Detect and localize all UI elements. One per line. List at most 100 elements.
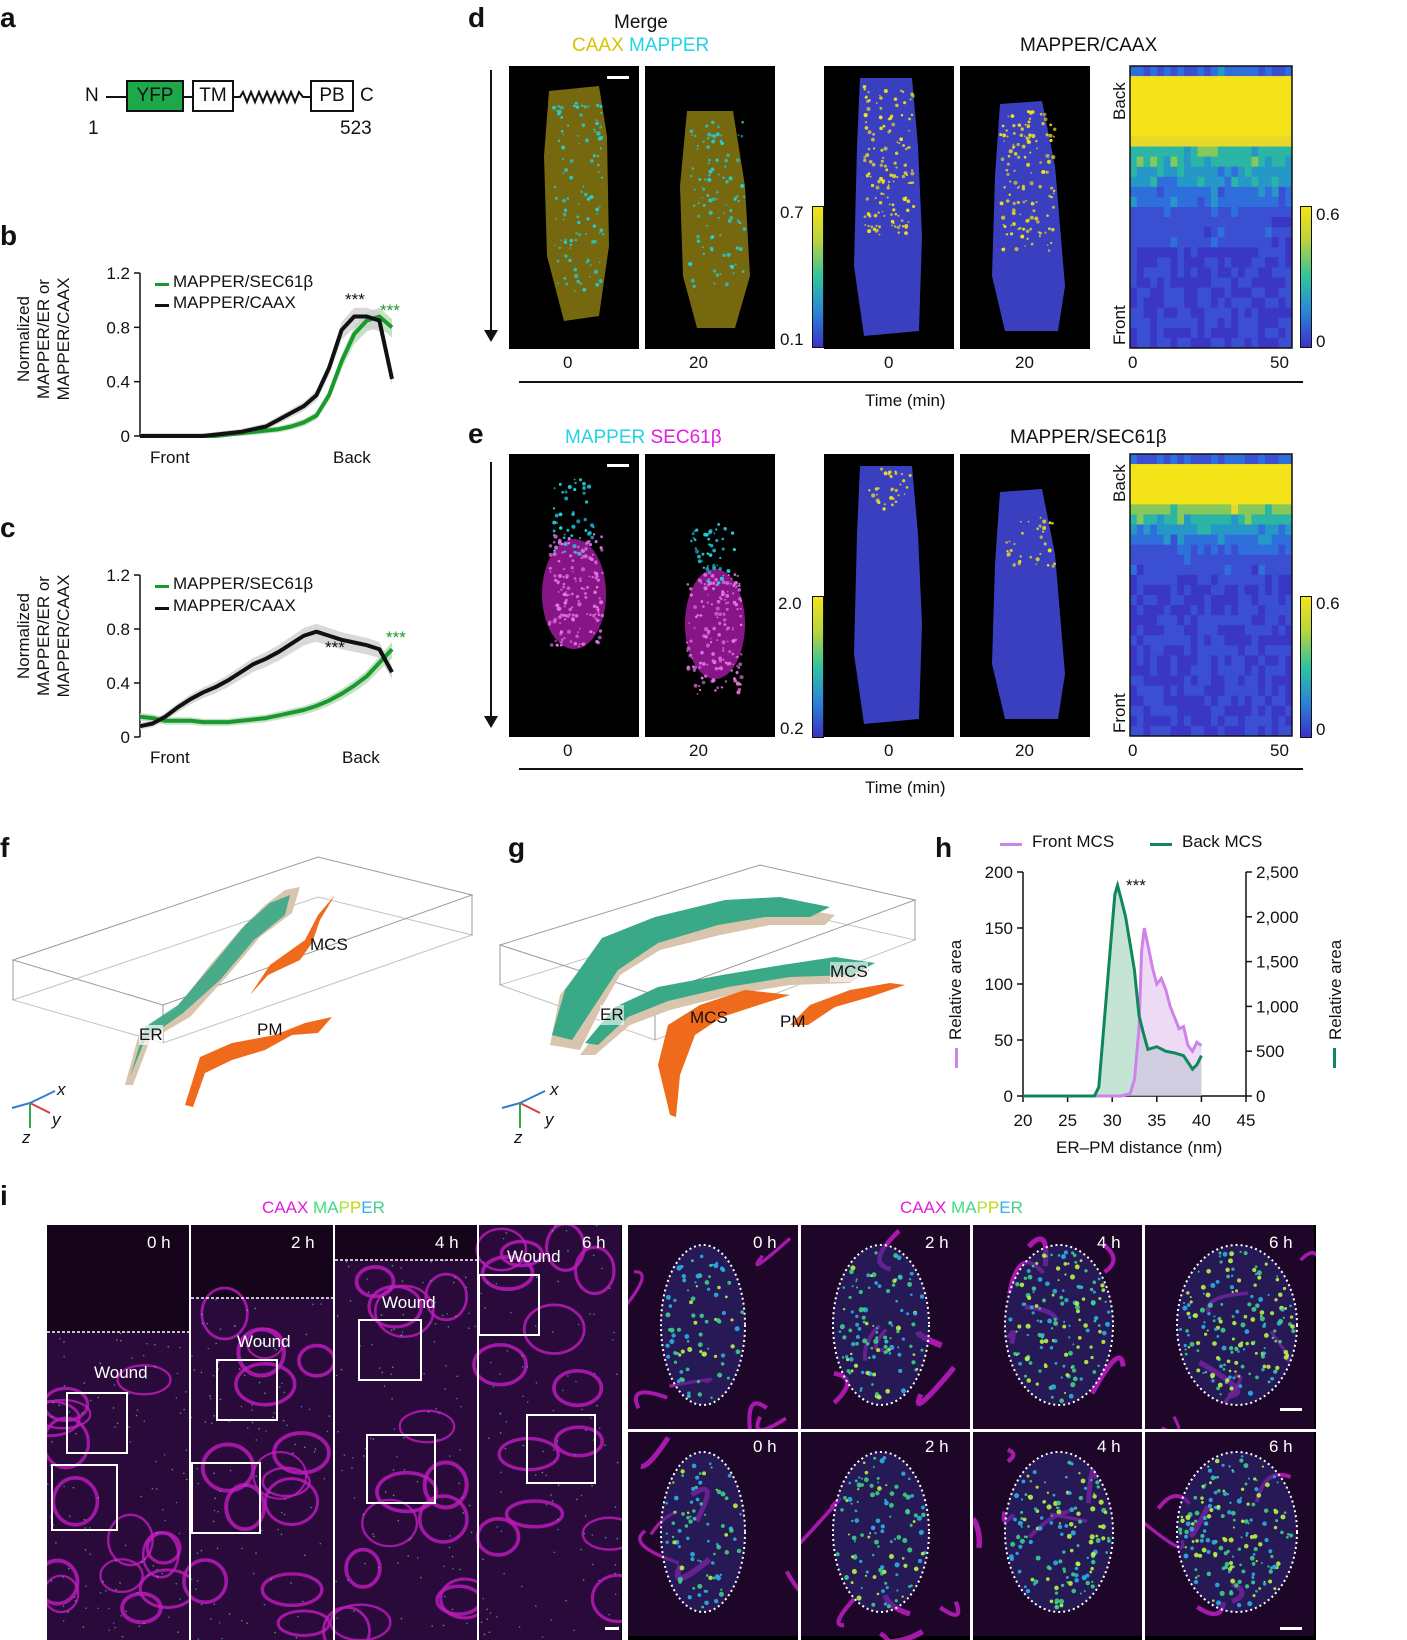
punctum xyxy=(876,1348,881,1353)
punctum xyxy=(575,634,579,638)
punctum xyxy=(1215,1355,1220,1360)
punctum xyxy=(552,520,557,525)
punctum xyxy=(1039,516,1042,519)
kymo-cell xyxy=(1285,227,1293,238)
punctum xyxy=(870,1346,874,1350)
kymo-cell xyxy=(1163,685,1171,697)
punctum xyxy=(221,1637,223,1640)
kymo-cell xyxy=(1197,76,1205,87)
kymo-cell xyxy=(1184,474,1192,485)
cell-outline xyxy=(1004,1451,1114,1613)
punctum xyxy=(1095,1480,1100,1485)
punctum xyxy=(1013,1493,1020,1499)
kymo-cell xyxy=(1150,126,1158,137)
tm-domain: TM xyxy=(192,80,234,112)
kymo-cell xyxy=(1163,86,1171,97)
punctum xyxy=(694,1485,698,1490)
kymo-cell xyxy=(1238,227,1246,238)
punctum xyxy=(1039,535,1043,539)
punctum xyxy=(1232,1470,1235,1473)
f-er-label: ER xyxy=(139,1025,163,1045)
kymo-cell xyxy=(1157,217,1165,228)
punctum xyxy=(1273,1329,1277,1333)
kymo-cell xyxy=(1244,595,1252,606)
panel-label-c: c xyxy=(0,512,16,543)
cell-outline xyxy=(424,1272,469,1322)
punctum xyxy=(665,1532,668,1535)
punctum xyxy=(554,578,558,582)
kymo-cell xyxy=(1130,625,1138,636)
kymo-cell xyxy=(1238,196,1246,208)
kymo-cell xyxy=(1278,267,1286,278)
e-arrow-head xyxy=(484,716,498,728)
kymo-cell xyxy=(1143,625,1151,636)
punctum xyxy=(167,1345,170,1348)
punctum xyxy=(693,538,697,542)
punctum xyxy=(905,147,908,151)
kymo-cell xyxy=(1265,544,1273,556)
punctum xyxy=(200,1603,203,1606)
punctum xyxy=(881,210,884,213)
punctum xyxy=(246,1309,249,1312)
punctum xyxy=(156,1531,158,1534)
punctum xyxy=(719,659,722,663)
kymo-cell xyxy=(1224,257,1232,268)
kymo-cell xyxy=(1190,307,1198,319)
punctum xyxy=(666,1354,671,1359)
punctum xyxy=(883,1335,888,1340)
punctum xyxy=(715,1575,721,1581)
kymo-cell xyxy=(1224,645,1232,656)
kymo-cell xyxy=(1285,564,1293,576)
punctum xyxy=(392,1494,395,1497)
punctum xyxy=(1203,1321,1206,1324)
punctum xyxy=(609,1287,611,1289)
kymo-cell xyxy=(1204,156,1212,168)
punctum xyxy=(679,1377,684,1381)
punctum xyxy=(1262,1521,1267,1526)
punctum xyxy=(68,1427,70,1430)
punctum xyxy=(1211,1539,1217,1545)
punctum xyxy=(856,1595,862,1601)
punctum xyxy=(897,1346,900,1349)
kymo-cell xyxy=(1163,454,1171,465)
punctum xyxy=(1199,1307,1206,1313)
kymo-cell xyxy=(1244,146,1252,158)
kymo-cell xyxy=(1184,635,1192,646)
e-merge-image-20 xyxy=(645,454,775,737)
kymo-cell xyxy=(1244,685,1252,697)
punctum xyxy=(1061,1289,1065,1292)
cell-outline xyxy=(398,1409,456,1444)
punctum xyxy=(595,119,598,122)
punctum xyxy=(1270,1554,1274,1559)
punctum xyxy=(1002,247,1006,251)
punctum xyxy=(99,1592,102,1594)
kymo-cell xyxy=(1204,605,1212,616)
punctum xyxy=(1042,1298,1046,1302)
punctum xyxy=(872,1324,875,1327)
kymo-cell xyxy=(1177,146,1185,158)
kymo-cell xyxy=(1244,176,1252,188)
punctum xyxy=(739,623,743,627)
punctum xyxy=(1029,227,1033,231)
punctum xyxy=(592,1254,595,1257)
punctum xyxy=(1089,1534,1095,1540)
y-tick-label-right: 1,500 xyxy=(1256,953,1299,972)
kymo-cell xyxy=(1258,544,1266,556)
x-tick-label: 35 xyxy=(1147,1111,1166,1130)
kymo-cell xyxy=(1265,464,1273,475)
kymo-cell xyxy=(1143,196,1151,208)
punctum xyxy=(1026,139,1031,144)
punctum xyxy=(1201,1324,1206,1329)
punctum xyxy=(863,158,867,163)
punctum xyxy=(726,1376,730,1380)
kymo-cell xyxy=(1170,327,1178,339)
kymo-cell xyxy=(1244,317,1252,329)
punctum xyxy=(499,1412,502,1415)
kymo-cell xyxy=(1136,227,1144,238)
punctum xyxy=(857,1488,860,1491)
kymo-cell xyxy=(1251,126,1259,137)
kymo-cell xyxy=(1204,675,1212,687)
punctum xyxy=(738,247,743,252)
kymo-cell xyxy=(1157,484,1165,495)
punctum xyxy=(1009,232,1014,236)
